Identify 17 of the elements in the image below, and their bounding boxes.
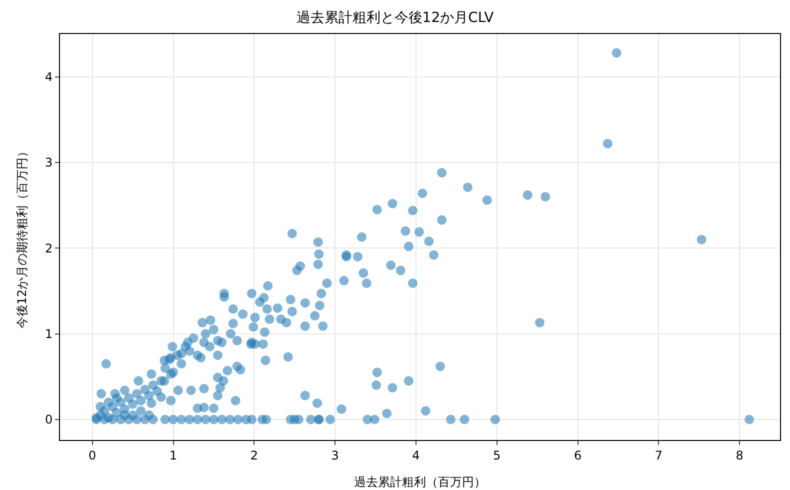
y-tick-label: 3 [44,156,53,170]
x-tick-label: 7 [654,448,662,462]
x-tick-label: 4 [412,448,420,462]
x-tick-label: 6 [574,448,582,462]
y-tick-label: 4 [44,70,53,84]
x-tick-label: 5 [493,448,501,462]
y-tick-label: 2 [44,241,53,256]
y-axis-title: 今後12か月の期待粗利（百万円） [15,145,29,329]
x-tick-label: 3 [331,448,339,462]
chart-title: 過去累計粗利と今後12か月CLV [296,10,494,26]
x-tick-label: 1 [169,448,178,462]
x-tick-label: 0 [88,448,96,462]
x-axis-title: 過去累計粗利（百万円） [354,475,486,489]
x-tick-label: 8 [736,448,744,462]
y-tick-label: 1 [44,326,53,341]
y-tick-label: 0 [44,412,53,427]
x-tick-label: 2 [250,448,258,462]
